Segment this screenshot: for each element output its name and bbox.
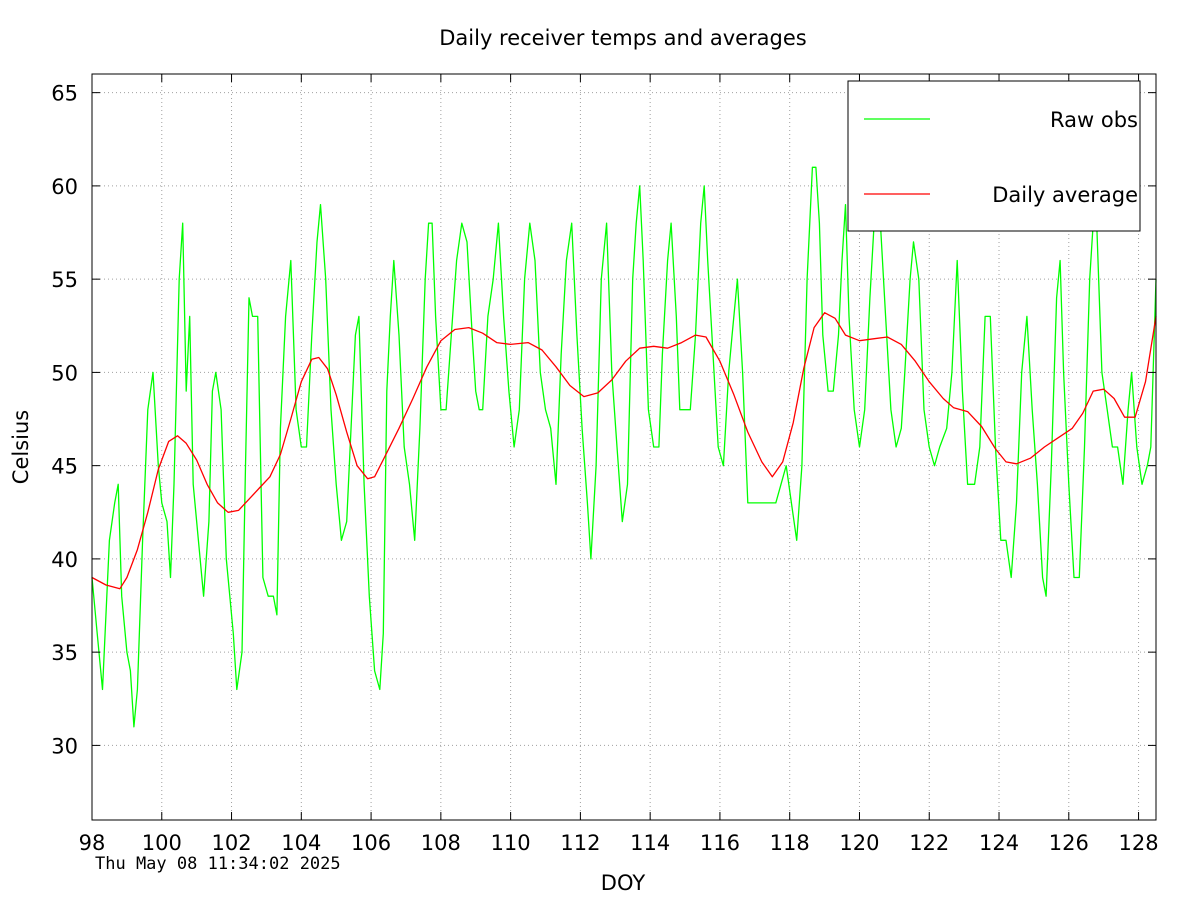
y-tick-label: 60 [51, 175, 78, 199]
x-tick-label: 116 [700, 831, 740, 855]
x-tick-label: 122 [909, 831, 949, 855]
x-axis-label: DOY [601, 871, 646, 895]
x-tick-label: 110 [491, 831, 531, 855]
y-tick-label: 50 [51, 361, 78, 385]
legend: Raw obs Daily average [847, 80, 1141, 232]
y-tick-label: 45 [51, 455, 78, 479]
y-tick-label: 55 [51, 268, 78, 292]
legend-label: Raw obs [1050, 108, 1138, 132]
y-tick-label: 35 [51, 641, 78, 665]
x-tick-label: 108 [421, 831, 461, 855]
x-tick-label: 100 [142, 831, 182, 855]
legend-label: Daily average [992, 183, 1138, 207]
x-tick-label: 118 [770, 831, 810, 855]
y-tick-label: 40 [51, 548, 78, 572]
x-tick-label: 124 [979, 831, 1019, 855]
axis-ticks: 98 100 102 104 106 108 110 112 114 116 118 120 122 12… [51, 74, 1159, 855]
x-tick-label: 128 [1119, 831, 1159, 855]
series-line-daily-average [91, 312, 1157, 590]
x-tick-label: 104 [281, 831, 321, 855]
x-tick-label: 114 [630, 831, 670, 855]
chart-title: Daily receiver temps and averages [439, 26, 807, 50]
x-tick-label: 112 [560, 831, 600, 855]
y-tick-label: 65 [51, 82, 78, 106]
series-line-raw-obs [91, 166, 1157, 728]
x-tick-label: 126 [1049, 831, 1089, 855]
x-tick-label: 120 [839, 831, 879, 855]
x-tick-label: 98 [79, 831, 106, 855]
plot-series [91, 166, 1157, 728]
timestamp: Thu May 08 11:34:02 2025 [95, 854, 341, 874]
y-axis-label: Celsius [9, 410, 33, 484]
x-tick-label: 102 [211, 831, 251, 855]
plot-frame [91, 73, 1157, 821]
x-tick-label: 106 [351, 831, 391, 855]
legend-box [847, 80, 1141, 232]
y-tick-label: 30 [51, 734, 78, 758]
